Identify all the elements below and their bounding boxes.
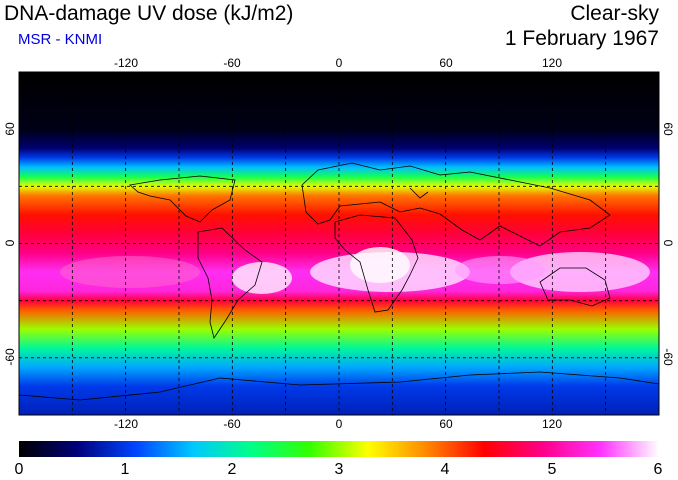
coastlines: [19, 162, 659, 401]
pacific-band: [60, 256, 200, 288]
colorbar: 0 1 2 3 4 5 6: [15, 441, 663, 478]
colorbar-labels: 0 1 2 3 4 5 6: [15, 461, 663, 478]
lon-tick-label: 120: [542, 56, 562, 70]
lon-tick-label: -60: [223, 417, 241, 431]
africa-peak: [350, 247, 410, 283]
lat-tick-label: 0: [661, 240, 675, 247]
colorbar-label: 4: [441, 461, 450, 478]
bottom-lon-axis: -120 -60 0 60 120: [114, 417, 562, 431]
map-frame: [18, 71, 660, 416]
lat-tick-label: -60: [661, 348, 675, 366]
sky-condition-label: Clear-sky: [570, 2, 659, 25]
uv-hotspots: [60, 247, 650, 294]
south-america-hotspot: [232, 262, 292, 294]
colorbar-label: 3: [335, 461, 344, 478]
australia-coast: [539, 267, 611, 307]
map-area: [18, 71, 660, 416]
left-lat-axis: 60 0 -60: [3, 122, 17, 366]
lon-tick-label: -120: [114, 56, 138, 70]
lat-lon-grid: [19, 72, 659, 415]
lon-tick-label: 0: [336, 417, 343, 431]
antarctica-coast: [19, 371, 659, 401]
lon-tick-label: 120: [542, 417, 562, 431]
north-america-coast: [129, 175, 236, 223]
colorbar-label: 2: [228, 461, 237, 478]
source-label: MSR - KNMI: [18, 31, 103, 48]
map-title: DNA-damage UV dose (kJ/m2): [4, 2, 294, 25]
date-label: 1 February 1967: [504, 27, 659, 50]
colorbar-strip: [19, 441, 659, 457]
lat-tick-label: 0: [3, 239, 17, 246]
top-lon-axis: -120 -60 0 60 120: [114, 56, 562, 70]
colorbar-label: 5: [548, 461, 557, 478]
colorbar-label: 0: [15, 461, 24, 478]
eurasia-coast: [301, 162, 611, 247]
lat-tick-label: -60: [3, 348, 17, 366]
australia-hotspot: [510, 252, 650, 292]
lon-tick-label: 60: [439, 417, 453, 431]
south-america-coast: [197, 227, 263, 339]
lon-tick-label: 60: [439, 56, 453, 70]
lon-tick-label: -60: [223, 56, 241, 70]
lat-tick-label: 60: [3, 122, 17, 136]
colorbar-label: 6: [654, 461, 663, 478]
lat-tick-label: 60: [661, 122, 675, 136]
africa-coast: [334, 214, 419, 313]
indian-ocean-band: [455, 256, 545, 284]
lon-tick-label: -120: [114, 417, 138, 431]
right-lat-axis: 60 0 -60: [661, 122, 675, 366]
colorbar-label: 1: [121, 461, 130, 478]
arabia-coast: [409, 187, 429, 199]
lon-tick-label: 0: [336, 56, 343, 70]
